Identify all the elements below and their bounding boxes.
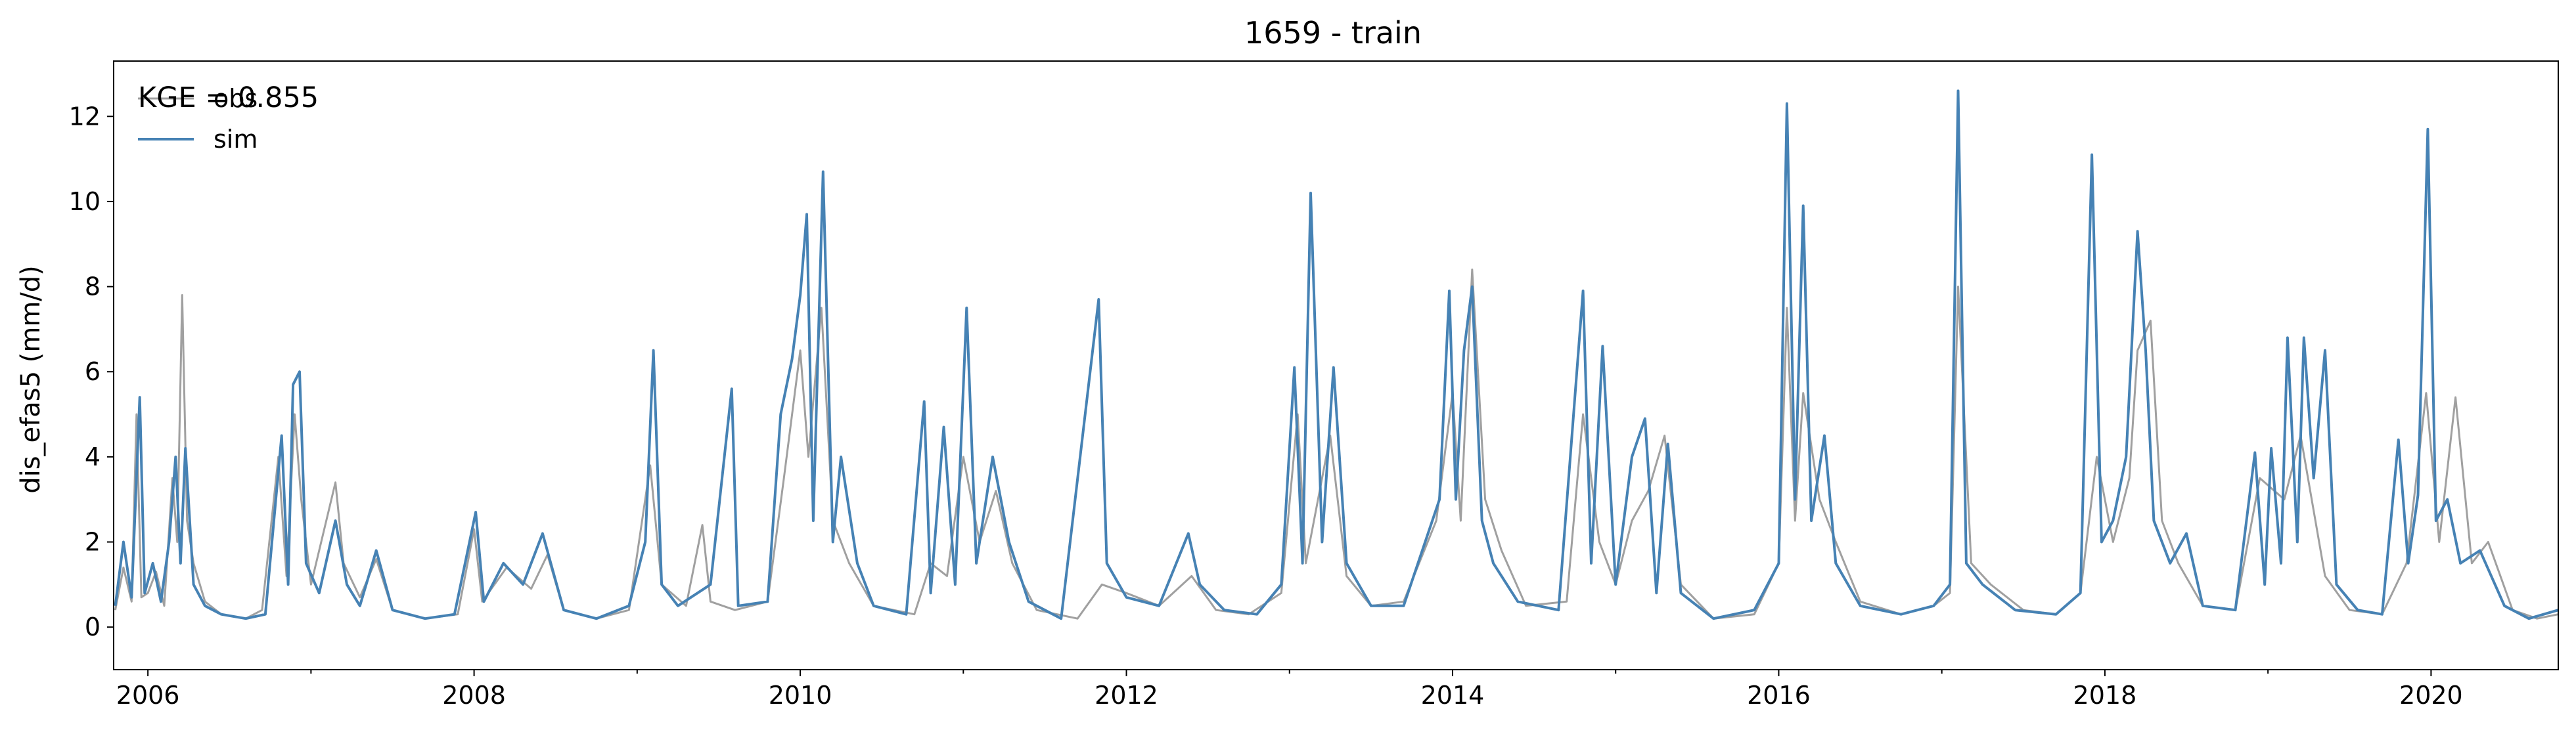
chart-title: 1659 - train	[1244, 15, 1422, 51]
series-line-sim	[114, 89, 2559, 620]
y-tick-label: 4	[85, 443, 101, 471]
plot-frame	[113, 60, 2559, 670]
legend: obs sim	[138, 84, 258, 154]
x-tick-label: 2012	[1095, 681, 1158, 710]
legend-label-sim: sim	[214, 125, 258, 154]
x-axis: 2006 2008 2010 2012 2014 2016 2018 2020	[116, 670, 2463, 710]
y-axis: 0 2 4 6 8 10 12	[69, 102, 114, 641]
y-tick-label: 2	[85, 528, 101, 557]
x-tick-label: 2018	[2073, 681, 2137, 710]
y-tick-label: 6	[85, 357, 101, 386]
y-tick-label: 12	[69, 102, 101, 131]
plot-area	[114, 89, 2559, 620]
y-tick-label: 8	[85, 272, 101, 301]
x-tick-label: 2020	[2399, 681, 2463, 710]
kge-annotation: KGE = 0.855	[138, 81, 319, 114]
x-tick-label: 2014	[1421, 681, 1485, 710]
x-tick-label: 2006	[116, 681, 180, 710]
x-tick-label: 2008	[442, 681, 506, 710]
x-tick-label: 2016	[1747, 681, 1811, 710]
legend-label-obs: obs	[214, 84, 258, 113]
x-tick-label: 2010	[769, 681, 832, 710]
y-tick-label: 10	[69, 187, 101, 216]
y-tick-label: 0	[85, 613, 101, 641]
y-axis-label: dis_efas5 (mm/d)	[16, 265, 46, 494]
